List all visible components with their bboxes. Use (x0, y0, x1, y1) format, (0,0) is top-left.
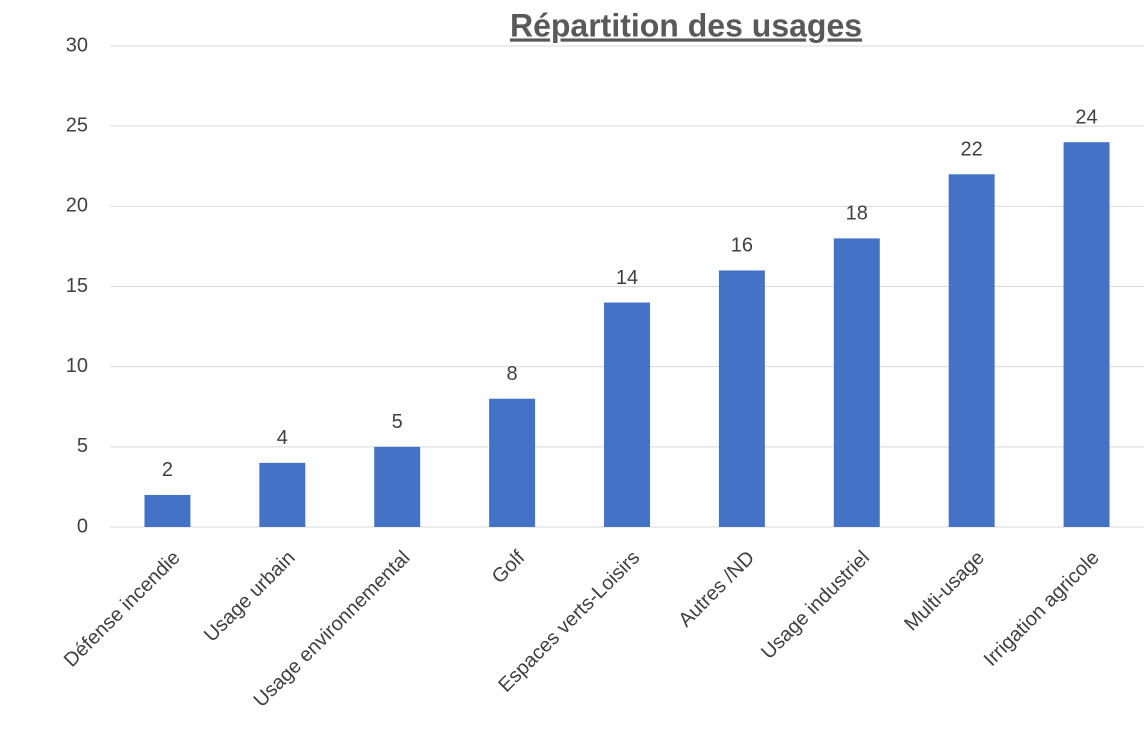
data-label: 8 (507, 363, 518, 385)
x-tick-label: Irrigation agricole (980, 547, 1104, 671)
bar (1063, 142, 1110, 527)
x-tick-label: Golf (488, 546, 530, 588)
data-label: 14 (616, 267, 638, 289)
data-label: 16 (731, 235, 753, 257)
bar (604, 302, 650, 527)
y-tick-label: 25 (66, 114, 88, 136)
y-tick-label: 0 (77, 515, 88, 537)
bar (259, 462, 306, 527)
x-tick-label: Multi-usage (900, 547, 989, 636)
data-label: 2 (162, 459, 173, 481)
data-label: 18 (846, 203, 868, 225)
bar (489, 398, 536, 527)
x-tick-label: Usage industriel (757, 547, 874, 664)
y-tick-label: 20 (66, 195, 88, 217)
y-tick-label: 30 (66, 34, 88, 56)
data-label: 5 (392, 411, 403, 433)
data-label: 24 (1075, 106, 1097, 128)
y-tick-label: 15 (66, 275, 88, 297)
data-label: 22 (961, 139, 983, 161)
y-tick-label: 5 (77, 435, 88, 457)
bar (948, 174, 995, 527)
chart-title: Répartition des usages (510, 7, 862, 43)
bar (718, 270, 765, 527)
data-label: 4 (277, 427, 288, 449)
y-tick-label: 10 (66, 355, 88, 377)
bar (144, 494, 191, 527)
x-tick-label: Défense incendie (60, 547, 185, 672)
x-tick-label: Autres /ND (674, 547, 759, 632)
bar (374, 446, 421, 527)
bar (833, 238, 880, 527)
x-tick-label: Usage urbain (200, 547, 300, 647)
